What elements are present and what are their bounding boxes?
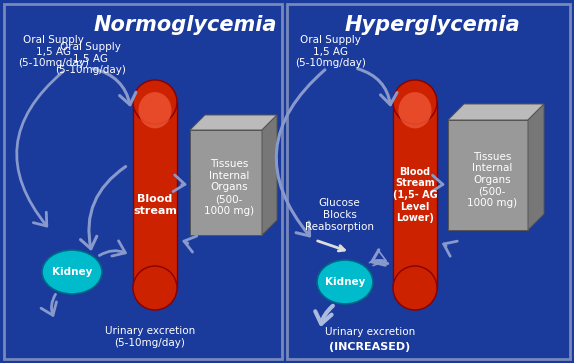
Text: Oral Supply
1,5 AG
(5-10mg/day): Oral Supply 1,5 AG (5-10mg/day) <box>55 42 126 75</box>
Ellipse shape <box>133 80 177 124</box>
Text: Normoglycemia: Normoglycemia <box>93 15 277 35</box>
Ellipse shape <box>398 92 432 129</box>
Polygon shape <box>448 104 544 120</box>
FancyBboxPatch shape <box>287 4 570 359</box>
Ellipse shape <box>317 260 373 304</box>
Text: (INCREASED): (INCREASED) <box>329 342 410 352</box>
Text: Blood
stream: Blood stream <box>133 194 177 216</box>
FancyBboxPatch shape <box>133 102 177 288</box>
Text: Urinary excretion
(5-10mg/day): Urinary excretion (5-10mg/day) <box>105 326 195 348</box>
Polygon shape <box>262 115 277 235</box>
Text: Kidney: Kidney <box>52 267 92 277</box>
Polygon shape <box>190 130 262 235</box>
FancyBboxPatch shape <box>4 4 282 359</box>
Polygon shape <box>528 104 544 230</box>
Polygon shape <box>448 120 528 230</box>
Text: Oral Supply
1,5 AG
(5-10mg/day): Oral Supply 1,5 AG (5-10mg/day) <box>295 35 366 68</box>
Text: Hyperglycemia: Hyperglycemia <box>344 15 520 35</box>
Ellipse shape <box>138 92 172 129</box>
Text: Oral Supply
1,5 AG
(5-10mg/day): Oral Supply 1,5 AG (5-10mg/day) <box>18 35 89 68</box>
Ellipse shape <box>42 250 102 294</box>
Text: Tissues
Internal
Organs
(500-
1000 mg): Tissues Internal Organs (500- 1000 mg) <box>204 159 254 216</box>
Ellipse shape <box>133 266 177 310</box>
Text: Glucose
Blocks
Reabsorption: Glucose Blocks Reabsorption <box>305 199 374 232</box>
Text: Urinary excretion: Urinary excretion <box>325 327 415 337</box>
Ellipse shape <box>393 80 437 124</box>
FancyBboxPatch shape <box>393 102 437 288</box>
Ellipse shape <box>393 266 437 310</box>
Text: Kidney: Kidney <box>325 277 365 287</box>
Text: Blood
Stream
(1,5- AG
Level
Lower): Blood Stream (1,5- AG Level Lower) <box>393 167 437 223</box>
Polygon shape <box>190 115 277 130</box>
Text: Tissues
Internal
Organs
(500-
1000 mg): Tissues Internal Organs (500- 1000 mg) <box>467 152 517 208</box>
